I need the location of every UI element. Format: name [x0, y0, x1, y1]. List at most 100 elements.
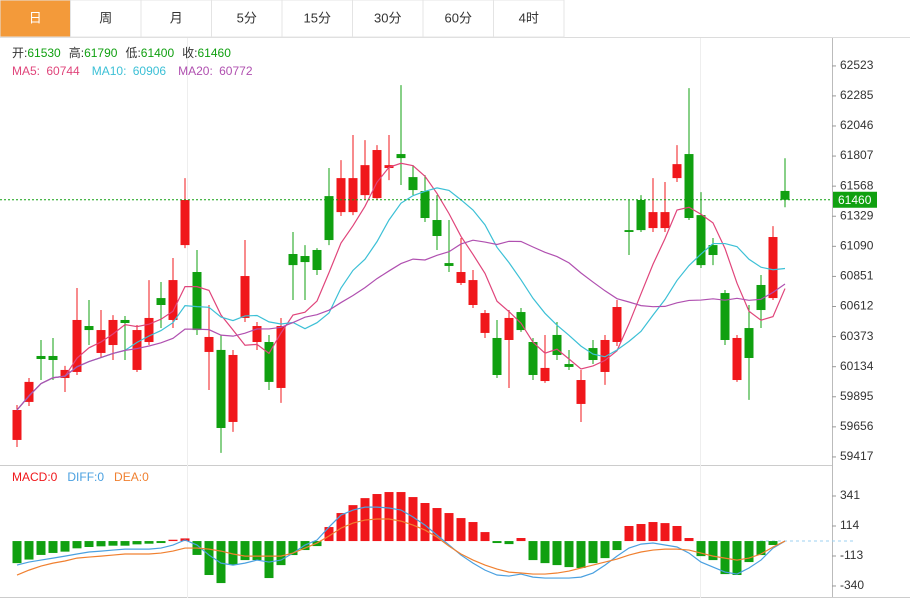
macd-bar — [324, 527, 334, 542]
candle-body — [396, 154, 406, 159]
tab[interactable] — [140, 0, 212, 38]
candle-body — [84, 326, 94, 331]
legend-value: 0 — [142, 470, 149, 484]
candle-body — [300, 256, 310, 263]
y-tick-label: 61568 — [840, 178, 874, 192]
candle-body — [24, 381, 34, 402]
macd-bar — [552, 541, 562, 566]
macd-bar — [456, 518, 466, 542]
macd-bar — [120, 541, 130, 546]
candle-body — [192, 272, 202, 331]
candle-body — [228, 354, 238, 422]
macd-bar — [492, 541, 502, 544]
macd-bar — [516, 538, 526, 542]
candle-body — [648, 212, 658, 229]
candle-body — [264, 342, 274, 382]
macd-line — [16, 518, 786, 576]
macd-bar — [420, 503, 430, 542]
candle-body — [48, 355, 58, 361]
macd-bar — [612, 541, 622, 551]
tab-label[interactable]: 60分 — [445, 10, 472, 25]
macd-bar — [288, 541, 298, 556]
y-tick-label: -340 — [840, 578, 864, 592]
candle-body — [540, 367, 550, 382]
candle-body — [156, 298, 166, 305]
macd-bar — [504, 541, 514, 545]
moving-average-line — [16, 162, 786, 411]
y-tick-label: 114 — [840, 518, 859, 532]
candle-body — [564, 364, 574, 367]
macd-bar — [636, 524, 646, 542]
y-tick-label: 61090 — [840, 239, 874, 253]
tab-label[interactable]: 日 — [29, 10, 42, 25]
candle-body — [216, 349, 226, 428]
macd-bar — [156, 541, 166, 544]
tab[interactable] — [422, 0, 494, 38]
macd-bar — [564, 541, 574, 568]
legend-value: 60744 — [46, 64, 80, 78]
tab-label[interactable]: 15分 — [304, 10, 331, 25]
macd-bar — [432, 508, 442, 542]
macd-bar — [384, 492, 394, 542]
candle-body — [492, 337, 502, 375]
legend-label: MA20: — [178, 64, 216, 78]
macd-bar — [660, 523, 670, 542]
macd-bar — [756, 541, 766, 556]
macd-bar — [540, 541, 550, 564]
info-value: 61460 — [198, 46, 232, 60]
tab[interactable] — [493, 0, 565, 38]
moving-average-line — [16, 239, 786, 411]
y-tick-label: 59895 — [840, 389, 874, 403]
macd-bar — [36, 541, 46, 555]
macd-bar — [600, 541, 610, 559]
candle-body — [528, 342, 538, 375]
macd-bar — [204, 541, 214, 576]
legend-value: 60906 — [133, 64, 167, 78]
candle-body — [120, 319, 130, 323]
candle-body — [372, 150, 382, 199]
macd-bar — [396, 492, 406, 542]
macd-bar — [708, 541, 718, 561]
macd-bar — [72, 541, 82, 549]
candle-body — [276, 326, 286, 388]
macd-bar — [12, 541, 22, 564]
candle-body — [636, 200, 646, 231]
candle-body — [36, 355, 46, 360]
candle-body — [108, 319, 118, 346]
macd-bar — [528, 541, 538, 561]
y-tick-label: 341 — [840, 488, 860, 502]
candle-body — [384, 165, 394, 169]
macd-bar — [24, 541, 34, 560]
macd-bar — [264, 541, 274, 579]
info-label: 收: — [182, 46, 197, 60]
candle-body — [696, 215, 706, 266]
tab-label[interactable]: 5分 — [237, 10, 257, 25]
tab-label[interactable]: 30分 — [374, 10, 401, 25]
candle-body — [780, 190, 790, 200]
macd-bar — [168, 539, 178, 542]
candle-body — [684, 154, 694, 219]
macd-bar — [588, 541, 598, 564]
tab[interactable] — [0, 0, 71, 38]
tab[interactable] — [281, 0, 353, 38]
candle-body — [144, 317, 154, 343]
tab[interactable] — [211, 0, 283, 38]
candle-body — [732, 337, 742, 381]
tab-label[interactable]: 4时 — [519, 10, 539, 25]
macd-line — [16, 506, 786, 579]
candle-body — [720, 293, 730, 340]
candle-body — [288, 254, 298, 266]
macd-bar — [444, 513, 454, 542]
macd-bar — [252, 541, 262, 561]
tab-label[interactable]: 周 — [99, 10, 112, 25]
macd-bar — [672, 525, 682, 542]
candle-body — [708, 245, 718, 256]
tab-label[interactable]: 月 — [170, 10, 183, 25]
candle-body — [480, 313, 490, 333]
tab[interactable] — [70, 0, 142, 38]
legend-label: MA10: — [92, 64, 130, 78]
candle-body — [348, 178, 358, 213]
candle-body — [336, 178, 346, 213]
tab[interactable] — [352, 0, 424, 38]
y-tick-label: 62046 — [840, 118, 874, 132]
